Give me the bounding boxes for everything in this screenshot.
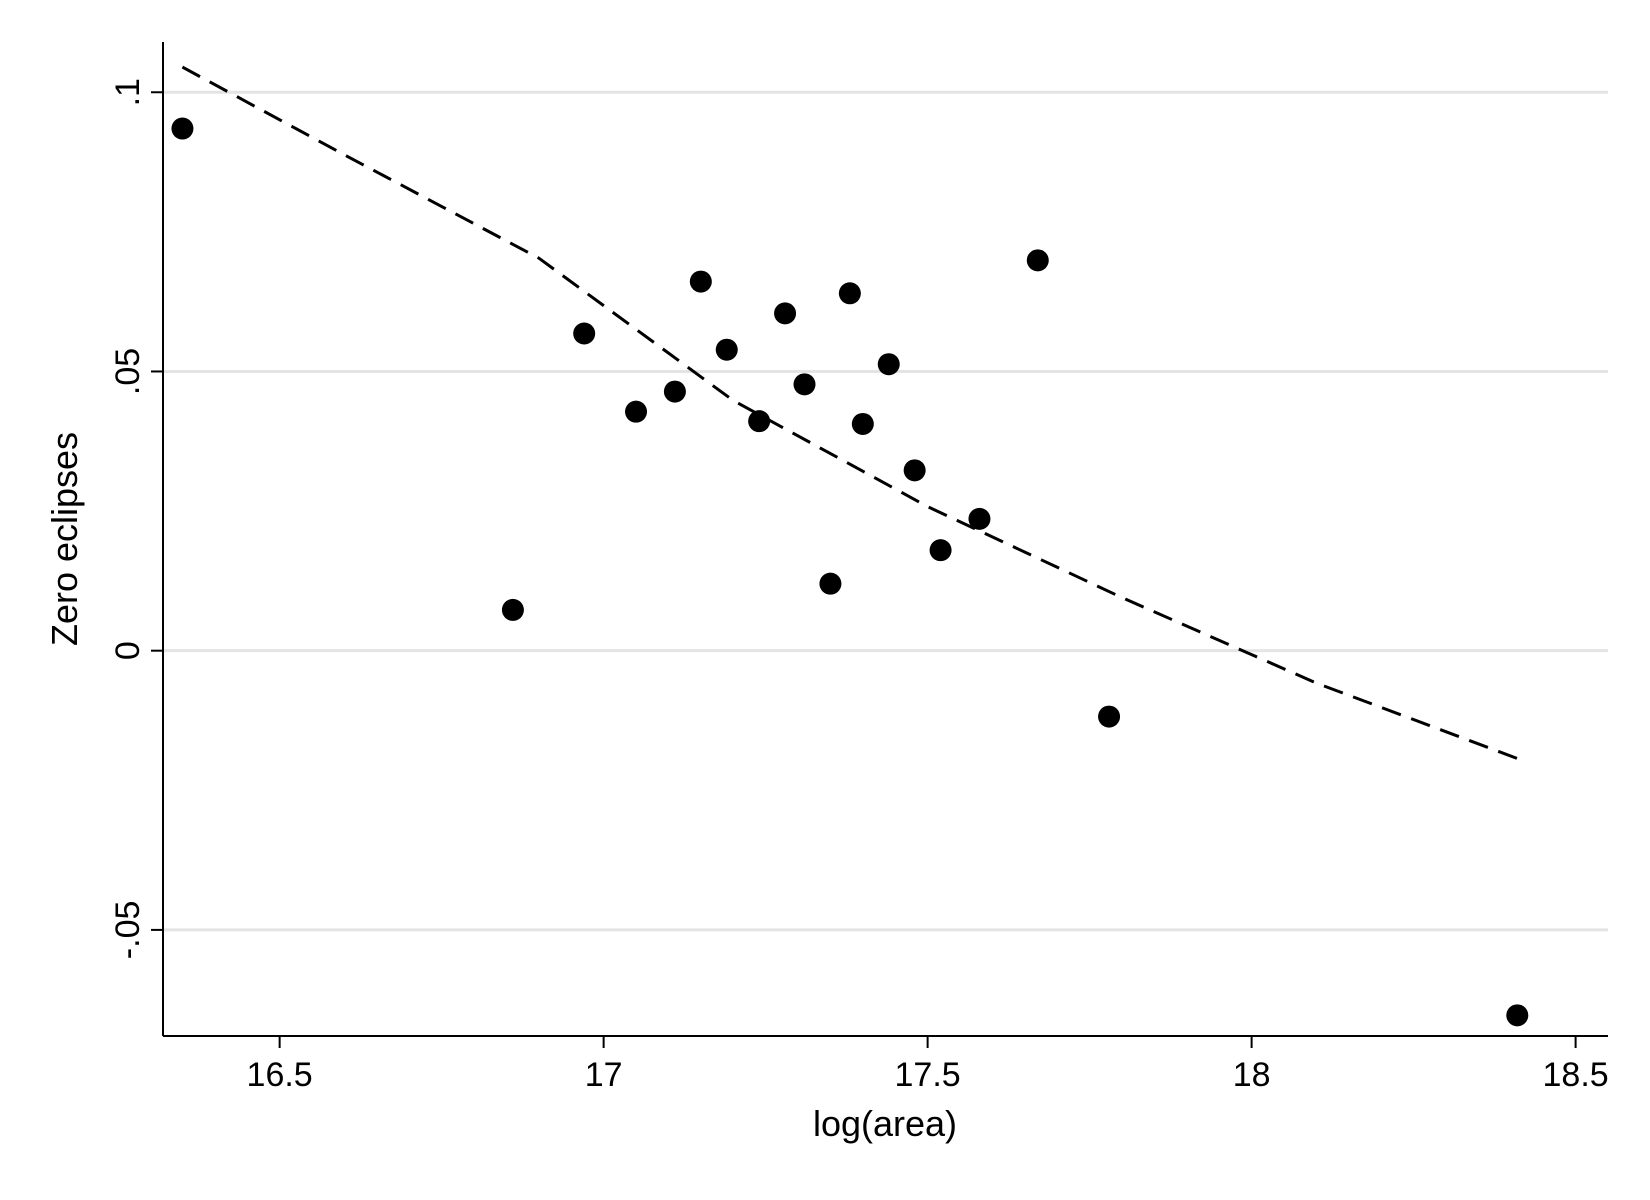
data-point [501,598,524,621]
data-point [968,507,991,530]
data-point [1506,1004,1529,1027]
y-ticks: -.05 0 .05 .1 [109,78,163,959]
data-point [774,302,797,325]
y-tick-label: -.05 [109,901,147,960]
data-point [851,412,874,435]
data-point [1098,705,1121,728]
data-point [689,270,712,293]
y-tick-label: .1 [109,78,147,106]
y-tick-label: 0 [109,641,147,660]
data-point [929,539,952,562]
data-point [573,322,596,345]
data-point [715,338,738,361]
fit-line-layer [181,65,1518,760]
y-tick-label: .05 [109,348,147,395]
fitted-curve [181,65,1518,760]
data-point [877,353,900,376]
data-point [793,373,816,396]
data-point [838,282,861,305]
axes [162,42,1608,1037]
data-point [903,459,926,482]
data-point [819,572,842,595]
data-point [1026,249,1049,272]
x-tick-label: 18 [1233,1056,1271,1094]
x-ticks: 16.5 17 17.5 18 18.5 [247,1036,1609,1094]
x-tick-label: 16.5 [247,1056,313,1094]
data-point [625,400,648,423]
data-points [171,117,1529,1027]
x-tick-label: 18.5 [1543,1056,1609,1094]
x-tick-label: 17.5 [895,1056,961,1094]
x-axis-title: log(area) [813,1103,957,1144]
data-point [171,117,194,140]
data-point [663,380,686,403]
data-point [748,410,771,433]
y-axis-title: Zero eclipses [44,432,85,646]
x-tick-label: 17 [585,1056,623,1094]
